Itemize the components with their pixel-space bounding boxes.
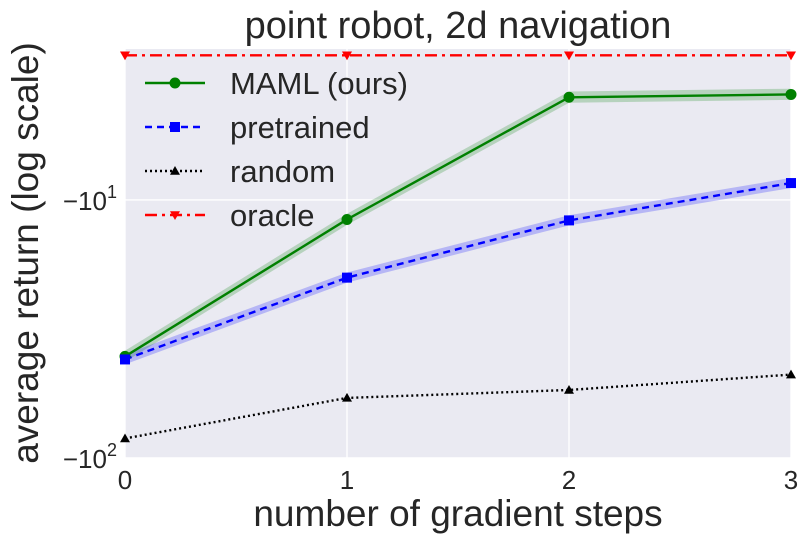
random-point — [342, 392, 352, 402]
maml-ours-point — [563, 91, 575, 103]
y-tick-label: −101 — [63, 182, 117, 216]
pretrained-point — [120, 354, 130, 365]
maml-ours-line — [124, 93, 792, 358]
maml-ours-point — [785, 88, 797, 100]
random-point — [564, 384, 574, 394]
legend-marker-random — [170, 166, 180, 175]
oracle-point — [120, 51, 130, 61]
x-axis-label: number of gradient steps — [253, 493, 662, 534]
legend-marker-pretrained — [170, 122, 180, 132]
maml-ours-point — [341, 213, 353, 225]
random-line — [124, 373, 792, 440]
pretrained-band — [125, 177, 791, 365]
chart-title: point robot, 2d navigation — [245, 5, 672, 47]
random-point — [120, 433, 130, 443]
pretrained-point — [564, 215, 574, 226]
pretrained-line — [124, 181, 792, 361]
y-axis-label: average return (log scale) — [5, 42, 46, 464]
oracle-point — [342, 51, 352, 61]
series-markers — [119, 51, 797, 443]
pretrained-point — [786, 178, 796, 189]
legend-label-pretrained: pretrained — [230, 110, 370, 145]
legend-marker-maml-ours — [169, 77, 181, 89]
legend-label-oracle: oracle — [230, 198, 314, 233]
gridlines — [124, 49, 792, 459]
x-axis-ticks: 0 1 2 3 — [118, 465, 798, 495]
legend-label-random: random — [230, 154, 335, 189]
legend-marker-oracle — [170, 211, 180, 220]
y-tick-label: −102 — [63, 440, 117, 474]
legend: MAML (ours) pretrained random oracle — [145, 66, 408, 233]
x-tick-label: 1 — [340, 465, 354, 495]
x-tick-label: 2 — [562, 465, 576, 495]
random-point — [786, 369, 796, 379]
oracle-point — [564, 51, 574, 61]
plot-area — [125, 49, 791, 458]
pretrained-point — [342, 272, 352, 283]
oracle-point — [786, 51, 796, 61]
y-axis-ticks: −101 −102 — [63, 182, 117, 474]
x-tick-label: 0 — [118, 465, 132, 495]
confidence-bands — [125, 88, 791, 365]
x-tick-label: 3 — [784, 465, 798, 495]
series-lines — [124, 54, 792, 440]
legend-label-maml-ours: MAML (ours) — [230, 66, 408, 101]
